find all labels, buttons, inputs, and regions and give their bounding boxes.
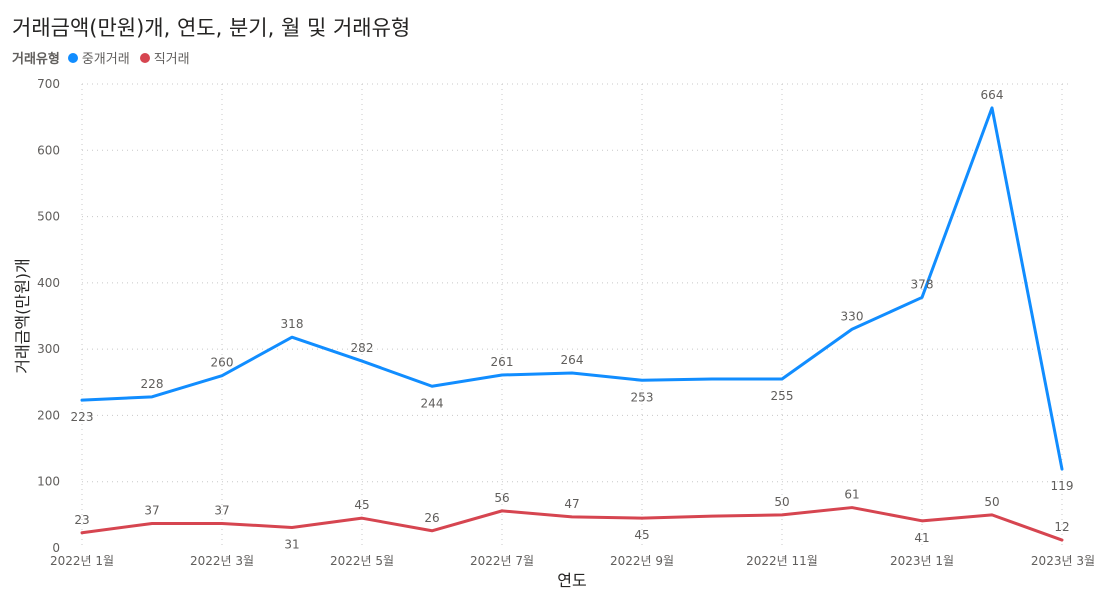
legend-label-direct: 직거래 xyxy=(153,52,190,67)
series-line-0 xyxy=(80,106,1064,471)
y-tick-label-200: 200 xyxy=(37,408,60,422)
legend-item-direct[interactable]: 직거래 xyxy=(139,48,190,67)
data-label-s1-0: 23 xyxy=(74,513,89,527)
legend-title: 거래유형 xyxy=(12,52,60,67)
data-label-s0-0: 223 xyxy=(71,410,94,424)
x-tick-label-2: 2022년 3월 xyxy=(190,554,254,568)
x-tick-label-14: 2023년 3월 xyxy=(1031,554,1095,568)
data-label-s1-3: 31 xyxy=(284,537,299,551)
legend-label-brokered: 중개거래 xyxy=(81,52,130,67)
data-label-s1-5: 26 xyxy=(424,511,439,525)
data-label-s1-4: 45 xyxy=(354,498,369,512)
y-axis-title: 거래금액(만원)개 xyxy=(13,258,32,374)
data-label-s0-5: 244 xyxy=(421,396,444,410)
x-tick-label-8: 2022년 9월 xyxy=(610,554,674,568)
data-label-s0-4: 282 xyxy=(351,341,374,355)
x-tick-label-0: 2022년 1월 xyxy=(50,554,114,568)
data-label-s1-8: 45 xyxy=(634,528,649,542)
x-tick-label-12: 2023년 1월 xyxy=(890,554,954,568)
legend-dot-brokered xyxy=(67,52,78,63)
y-tick-label-400: 400 xyxy=(37,276,60,290)
y-tick-label-600: 600 xyxy=(37,143,60,157)
data-label-s0-10: 255 xyxy=(771,389,794,403)
data-label-s0-13: 664 xyxy=(981,88,1004,102)
data-label-s1-1: 37 xyxy=(144,503,159,517)
data-label-s0-6: 261 xyxy=(491,355,514,369)
data-label-s1-10: 50 xyxy=(774,495,789,509)
data-label-s1-11: 61 xyxy=(844,488,859,502)
x-tick-label-10: 2022년 11월 xyxy=(746,554,818,568)
y-tick-label-300: 300 xyxy=(37,342,60,356)
x-axis-title: 연도 xyxy=(557,571,586,590)
data-label-s1-12: 41 xyxy=(914,531,929,545)
x-tick-label-4: 2022년 5월 xyxy=(330,554,394,568)
data-label-s0-3: 318 xyxy=(281,317,304,331)
data-label-s1-13: 50 xyxy=(984,495,999,509)
y-tick-label-500: 500 xyxy=(37,210,60,224)
legend-dot-direct xyxy=(139,52,150,63)
x-tick-label-6: 2022년 7월 xyxy=(470,554,534,568)
data-label-s0-11: 330 xyxy=(841,309,864,323)
data-label-s1-14: 12 xyxy=(1054,520,1069,534)
chart-title: 거래금액(만원)개, 연도, 분기, 월 및 거래유형 xyxy=(12,16,411,40)
data-label-s1-2: 37 xyxy=(214,503,229,517)
series-line-1 xyxy=(80,506,1064,542)
y-tick-label-100: 100 xyxy=(37,475,60,489)
data-label-s1-7: 47 xyxy=(564,497,579,511)
y-tick-label-0: 0 xyxy=(52,541,60,555)
data-label-s1-6: 56 xyxy=(494,491,509,505)
data-label-s0-8: 253 xyxy=(631,390,654,404)
data-label-s0-7: 264 xyxy=(561,353,584,367)
legend: 거래유형 중개거래 직거래 xyxy=(12,48,194,67)
y-tick-label-700: 700 xyxy=(37,77,60,91)
legend-item-brokered[interactable]: 중개거래 xyxy=(67,48,130,67)
data-label-s0-2: 260 xyxy=(211,356,234,370)
data-label-s0-12: 378 xyxy=(911,277,934,291)
data-label-s0-1: 228 xyxy=(141,377,164,391)
data-label-s0-14: 119 xyxy=(1051,479,1074,493)
